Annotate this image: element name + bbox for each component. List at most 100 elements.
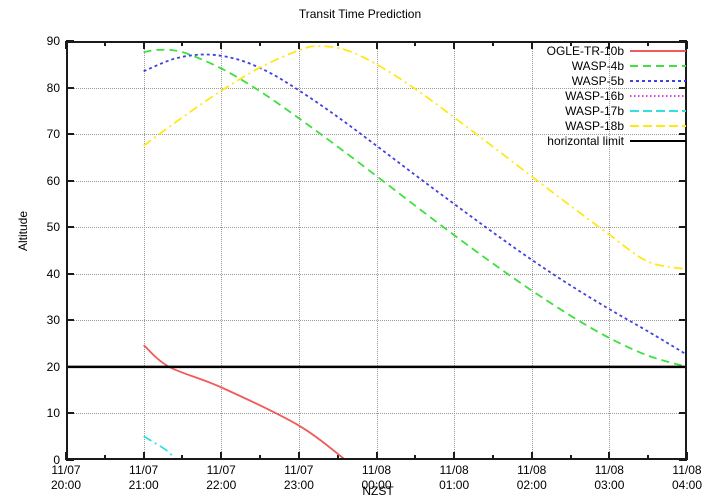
legend-label: horizontal limit <box>547 133 624 148</box>
legend-item: horizontal limit <box>531 133 686 148</box>
axis-tick <box>336 41 339 46</box>
y-tick-label: 60 <box>46 173 60 188</box>
axis-tick <box>375 452 378 460</box>
gridline-vertical <box>376 41 378 460</box>
axis-tick <box>66 179 74 182</box>
y-axis-tick-labels: 0 10 20 30 40 50 60 70 80 90 <box>18 34 60 467</box>
chart-title: Transit Time Prediction <box>298 7 422 21</box>
gridline-vertical <box>454 41 456 460</box>
legend-item: OGLE-TR-10b <box>531 43 686 58</box>
gridline-vertical <box>531 41 533 460</box>
x-tick-time: 21:00 <box>128 478 159 492</box>
axis-tick <box>66 86 74 89</box>
axis-tick <box>142 452 145 460</box>
legend-label: WASP-5b <box>571 73 624 88</box>
x-tick-date: 11/07 <box>129 463 159 477</box>
plot-area <box>65 40 688 461</box>
axis-tick <box>530 452 533 460</box>
axis-tick <box>679 272 687 275</box>
x-tick-label: 11/07 21:00 <box>129 463 159 493</box>
gridline-vertical <box>221 41 223 460</box>
axis-tick <box>686 452 688 460</box>
axis-tick <box>569 41 572 46</box>
legend-item: WASP-17b <box>531 103 686 118</box>
x-tick-date: 11/08 <box>672 463 702 477</box>
x-tick-label: 11/07 22:00 <box>206 463 236 493</box>
axis-tick <box>647 455 650 460</box>
axis-tick <box>220 41 223 49</box>
axis-tick <box>181 41 184 46</box>
x-tick-label: 11/08 02:00 <box>517 463 547 493</box>
x-tick-date: 11/08 <box>439 463 469 477</box>
x-tick-date: 11/07 <box>51 463 81 477</box>
y-tick-label: 30 <box>46 313 60 328</box>
axis-tick <box>66 412 74 415</box>
axis-tick <box>220 452 223 460</box>
legend-label: WASP-16b <box>565 88 624 103</box>
axis-tick <box>647 41 650 46</box>
axis-tick <box>679 179 687 182</box>
axis-tick <box>608 41 611 49</box>
gridline-vertical <box>143 41 145 460</box>
legend-swatch <box>630 94 686 97</box>
axis-tick <box>66 133 74 136</box>
axis-tick <box>66 459 74 461</box>
y-tick-label: 70 <box>46 127 60 142</box>
legend-swatch <box>630 64 686 67</box>
x-axis-tick-labels: 11/07 20:00 11/07 21:00 11/07 22:00 11/07 23:00… <box>51 463 702 503</box>
series-line-wasp-17b <box>143 435 177 460</box>
legend-label: WASP-4b <box>571 58 624 73</box>
x-tick-label: 11/08 04:00 <box>672 463 702 493</box>
x-tick-time: 22:00 <box>206 478 237 492</box>
axis-tick <box>679 133 687 136</box>
axis-tick <box>453 452 456 460</box>
x-tick-date: 11/08 <box>594 463 624 477</box>
plot-frame <box>66 41 687 460</box>
axis-tick <box>491 41 494 46</box>
x-tick-time: 03:00 <box>594 478 625 492</box>
x-tick-date: 11/08 <box>361 463 392 477</box>
x-tick-date: 11/08 <box>517 463 547 477</box>
axis-tick <box>103 455 106 460</box>
y-tick-label: 0 <box>53 453 60 467</box>
x-tick-time: 00:00 <box>361 478 392 492</box>
axis-tick <box>336 455 339 460</box>
legend-swatch <box>630 139 686 142</box>
series-line-ogle-tr-10b <box>143 344 346 460</box>
legend-item: WASP-18b <box>531 118 686 133</box>
legend-item: WASP-16b <box>531 88 686 103</box>
series-layer <box>66 45 687 460</box>
x-tick-time: 02:00 <box>516 478 547 492</box>
x-tick-label: 11/07 23:00 <box>284 463 314 493</box>
series-line-wasp-5b <box>143 53 687 356</box>
axis-tick <box>491 455 494 460</box>
axis-tick <box>142 41 145 49</box>
axis-tick <box>679 226 687 229</box>
x-tick-time: 01:00 <box>439 478 470 492</box>
x-tick-date: 11/07 <box>206 463 236 477</box>
axis-tick <box>679 86 687 89</box>
x-tick-label: 11/08 00:00 <box>361 463 391 493</box>
series-line-wasp-18b <box>143 45 687 271</box>
axis-tick <box>259 41 262 46</box>
axis-tick <box>103 41 106 46</box>
axis-tick <box>297 452 300 460</box>
legend-item: WASP-5b <box>531 73 686 88</box>
axis-tick <box>66 226 74 229</box>
axis-tick <box>569 455 572 460</box>
axis-tick <box>679 319 687 322</box>
legend-swatch <box>630 49 686 52</box>
y-tick-label: 80 <box>46 80 60 95</box>
axis-tick <box>414 41 417 46</box>
legend-label: WASP-18b <box>565 118 624 133</box>
y-tick-label: 20 <box>46 359 60 374</box>
legend-item: WASP-4b <box>531 58 686 73</box>
axis-tick <box>679 459 687 461</box>
x-tick-time: 23:00 <box>283 478 314 492</box>
axis-tick <box>679 412 687 415</box>
x-tick-label: 11/07 20:00 <box>51 463 81 493</box>
x-tick-label: 11/08 03:00 <box>594 463 624 493</box>
y-tick-label: 40 <box>46 266 60 281</box>
axis-tick <box>66 272 74 275</box>
